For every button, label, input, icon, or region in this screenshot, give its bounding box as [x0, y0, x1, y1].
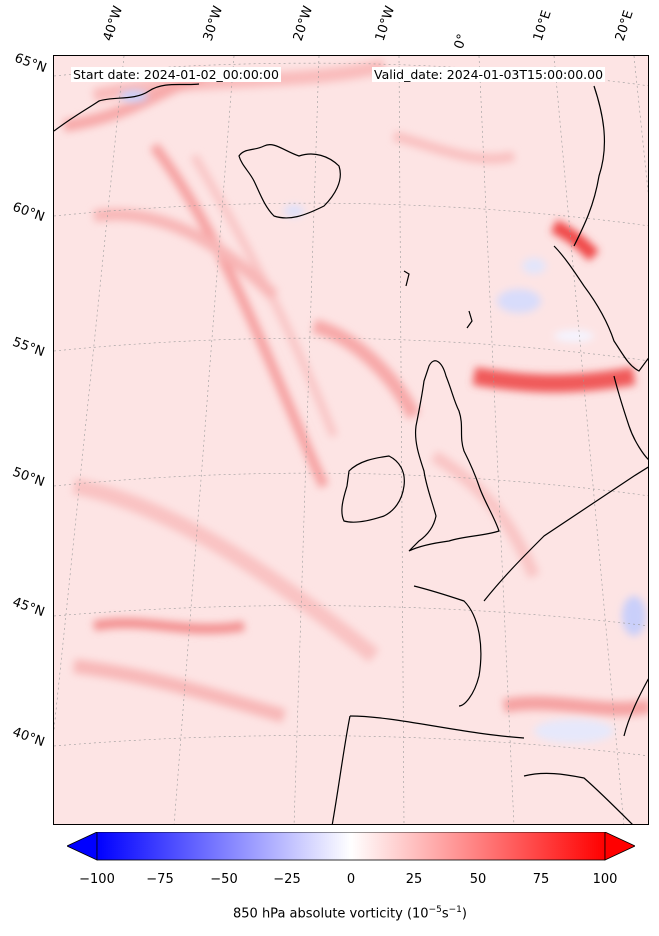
iberia-north-coast [349, 715, 525, 739]
shetland-coast [466, 310, 473, 329]
norway-coast [553, 245, 648, 372]
italy-coast [623, 678, 648, 737]
north-africa-coast [523, 772, 633, 824]
lat-label-55n: 55°N [10, 334, 47, 361]
lon-label-10e: 10°E [530, 8, 555, 44]
colorbar [67, 832, 635, 861]
colorbar-min-extend [67, 832, 98, 861]
start-date-label: Start date: 2024-01-02_00:00:00 [71, 67, 281, 82]
lat-label-40n: 40°N [10, 724, 47, 751]
colorbar-tick: 100 [592, 872, 618, 887]
colorbar-tick: 50 [469, 872, 487, 887]
lon-label-0: 0° [451, 32, 471, 51]
negative-vorticity [120, 90, 646, 743]
lon-label-40w: 40°W [100, 4, 127, 43]
lon-label-20e: 20°E [612, 8, 637, 44]
colorbar-tick: −25 [273, 872, 301, 887]
colorbar-tick: −50 [210, 872, 238, 887]
map-panel [53, 55, 649, 825]
lon-label-30w: 30°W [200, 4, 227, 43]
coastlines [54, 83, 648, 824]
colorbar-ramp [96, 832, 606, 861]
continent-coast [483, 466, 648, 602]
valid-date-label: Valid_date: 2024-01-03T15:00:00.00 [372, 67, 606, 82]
colorbar-title: 850 hPa absolute vorticity (10−5s−1) [233, 905, 467, 922]
colorbar-tick: −100 [79, 872, 115, 887]
field-background [54, 56, 648, 824]
colorbar-max-extend [604, 832, 635, 861]
colorbar-tick: 0 [346, 872, 356, 887]
denmark-coast [613, 375, 648, 460]
vorticity-map [54, 56, 648, 824]
lon-label-20w: 20°W [290, 4, 317, 43]
colorbar-tick: 25 [405, 872, 423, 887]
greenland-coast [54, 83, 200, 132]
portugal-coast [331, 715, 351, 824]
faroe-coast [403, 270, 410, 287]
lat-label-50n: 50°N [10, 464, 47, 491]
france-coast [413, 585, 482, 707]
lat-label-45n: 45°N [10, 594, 47, 621]
ireland-coast [341, 455, 405, 523]
colorbar-tick: 75 [532, 872, 550, 887]
norway-north-coast [573, 85, 606, 247]
graticule [54, 56, 648, 824]
lat-label-65n: 65°N [12, 50, 49, 77]
iceland-coast [238, 144, 341, 219]
vorticity-field [63, 59, 648, 723]
lon-label-10w: 10°W [372, 4, 399, 43]
lat-label-60n: 60°N [10, 199, 47, 226]
colorbar-tick: −75 [146, 872, 174, 887]
great-britain-coast [408, 360, 500, 552]
